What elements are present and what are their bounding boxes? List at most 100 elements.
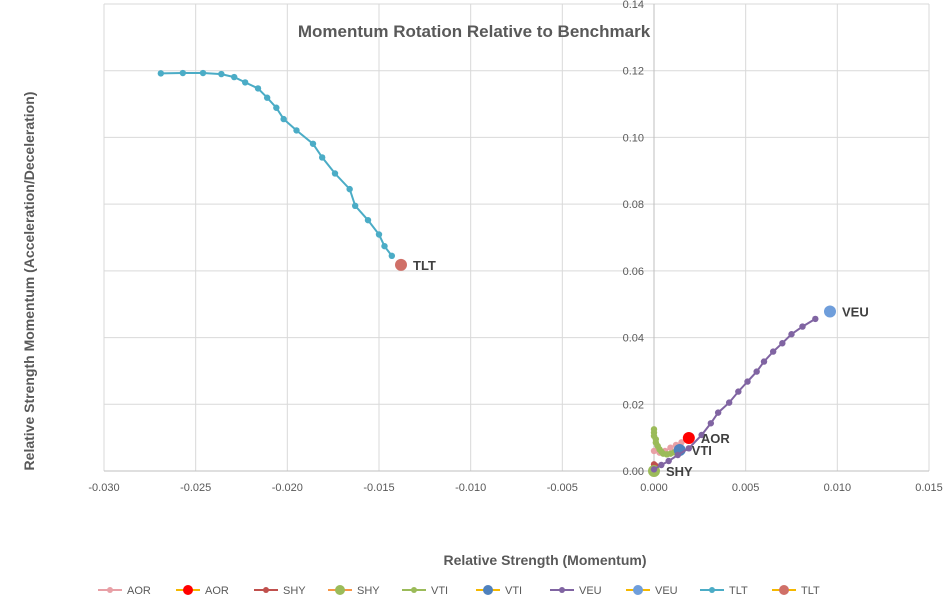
x-tick-label: 0.010 [824,482,852,494]
legend-item-shy-head: SHY [328,585,380,597]
data-point-tlt [364,216,372,224]
legend-swatch-marker [709,587,715,593]
data-point-aor [678,439,685,446]
data-point-veu [658,461,665,469]
legend-item-aor-trail: AOR [98,585,151,597]
data-point-veu [650,466,658,473]
x-tick-label: 0.015 [915,482,943,494]
legend-label: SHY [357,585,380,597]
legend-label: VEU [655,585,678,597]
legend-item-vti-head: VTI [476,585,522,597]
legend-swatch-marker [483,585,493,595]
data-point-veu [707,420,715,427]
gridlines [103,3,930,471]
data-point-tlt [331,170,339,177]
legend-label: VTI [431,585,448,597]
head-marker-aor [682,431,695,444]
data-point-veu [725,399,733,406]
x-tick-label: 0.005 [732,482,760,494]
legend-label: TLT [729,585,748,597]
data-point-veu [760,358,768,365]
data-point-aor [650,447,658,455]
legend: AOR AOR SHY SHY VTI VTI VEU VEU TLT TLT [98,585,820,597]
data-point-veu [744,378,751,385]
data-point-veu [779,340,786,347]
data-point-tlt [273,104,280,111]
data-point-tlt [241,79,249,86]
legend-swatch-marker [779,585,789,595]
data-label-shy: SHY [666,464,693,479]
legend-swatch-marker [633,585,643,595]
data-point-tlt [346,185,353,193]
data-label-tlt: TLT [413,258,436,273]
data-point-veu [735,388,742,395]
data-point-veu [714,409,722,416]
data-point-tlt [263,94,271,101]
legend-label: VTI [505,585,522,597]
head-marker-tlt [395,258,407,271]
legend-swatch-marker [411,587,417,593]
legend-swatch-marker [335,585,345,595]
legend-label: AOR [127,585,151,597]
legend-swatch-marker [559,587,565,593]
legend-item-shy-trail: SHY [254,585,306,597]
data-point-veu [799,323,806,330]
legend-item-veu-head: VEU [626,585,678,597]
chart-title: Momentum Rotation Relative to Benchmark [298,22,651,41]
legend-swatch-marker [107,587,113,593]
legend-item-vti-trail: VTI [402,585,448,597]
series-tlt-trail [157,69,396,260]
data-point-veu [674,451,682,459]
data-point-veu [788,331,795,338]
legend-label: SHY [283,585,306,597]
data-point-tlt [381,242,388,250]
data-point-tlt [218,70,225,78]
y-tick-label: 0.02 [623,399,644,411]
data-point-veu [753,368,760,375]
data-point-aor [667,444,674,451]
data-point-veu [665,457,672,465]
x-axis-title: Relative Strength (Momentum) [443,552,646,568]
data-label-aor: AOR [701,431,731,446]
series-layer [157,69,836,477]
head-marker-veu [824,305,836,318]
data-point-veu [769,348,777,355]
legend-swatch-marker [183,585,193,595]
x-tick-label: -0.025 [180,482,211,494]
y-tick-label: 0.12 [623,66,644,78]
x-tick-label: -0.030 [88,482,119,494]
data-point-veu [698,431,705,439]
series-tlt-head [395,258,407,271]
legend-item-aor-head: AOR [176,585,229,597]
series-veu-trail [650,315,819,473]
y-tick-label: 0.00 [623,466,644,478]
data-point-tlt [309,140,317,147]
data-point-veu [685,445,693,452]
x-tick-label: -0.010 [455,482,486,494]
data-point-tlt [318,154,326,161]
legend-label: VEU [579,585,602,597]
data-point-veu [812,315,819,323]
data-point-tlt [375,231,383,238]
series-veu-head [824,305,836,318]
data-point-tlt [293,127,300,134]
axes [104,4,929,472]
x-tick-label: -0.005 [547,482,578,494]
x-tick-label: -0.015 [363,482,394,494]
data-label-vti: VTI [692,443,712,458]
data-point-tlt [280,115,287,123]
data-labels: AOR SHY VTI VEU TLT [413,258,869,479]
data-point-tlt [157,70,165,77]
data-point-tlt [351,202,359,210]
legend-label: TLT [801,585,820,597]
data-label-veu: VEU [842,305,869,320]
tick-labels: 0.00 0.02 0.04 0.06 0.08 0.10 0.12 0.14 -0.030 -0… [88,0,942,494]
data-point-tlt [199,69,207,77]
y-tick-label: 0.14 [623,0,644,11]
legend-swatch-marker [263,587,269,593]
y-tick-label: 0.04 [623,333,644,345]
series-aor-head [682,431,695,444]
legend-item-veu-trail: VEU [550,585,602,597]
